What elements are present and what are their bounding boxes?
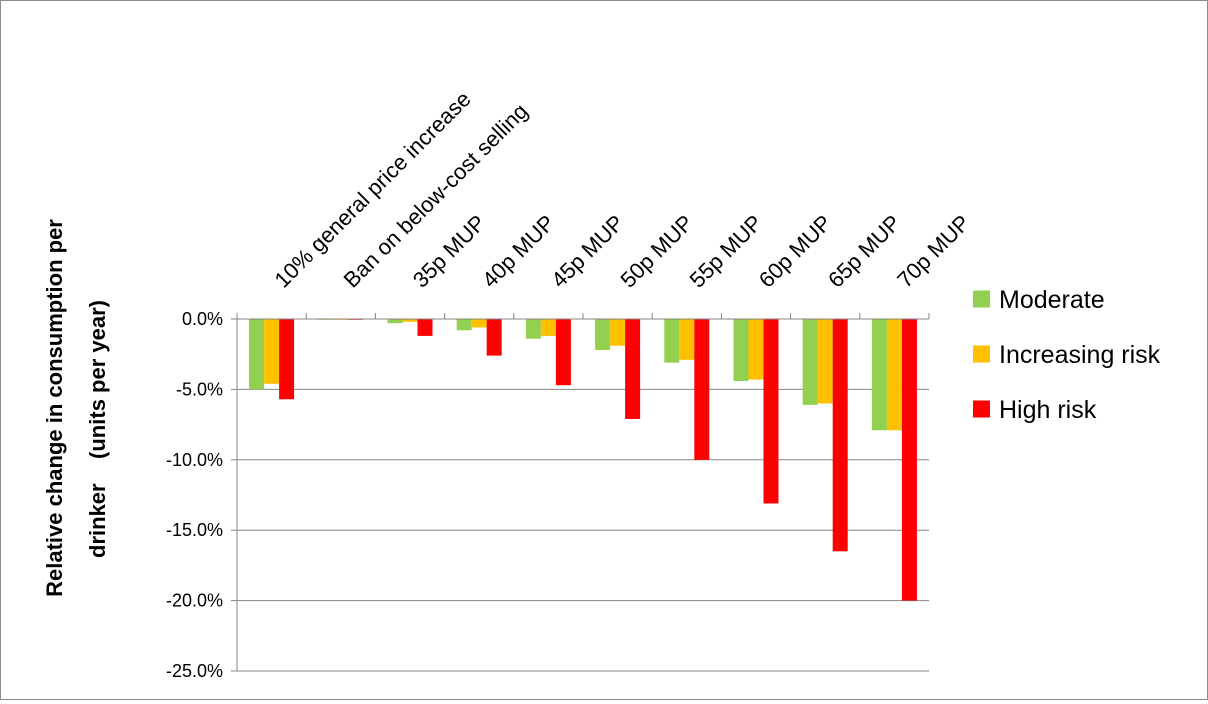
bar-increasing-risk [402, 319, 418, 322]
bar-increasing-risk [610, 319, 626, 346]
gridlines [237, 388, 929, 672]
bar-increasing-risk [264, 319, 280, 384]
bar-moderate [525, 319, 541, 339]
bar-increasing-risk [748, 319, 764, 380]
bar-high-risk [901, 319, 917, 601]
bar-high-risk [417, 319, 433, 336]
bar-increasing-risk [540, 319, 556, 336]
bar-moderate [871, 319, 887, 431]
bar-moderate [456, 319, 472, 331]
legend-label: High risk [999, 396, 1097, 424]
y-tick-label: 0.0% [182, 309, 223, 329]
bar-high-risk [832, 319, 848, 552]
bar-moderate [249, 319, 265, 390]
category-label: 60p MUP [754, 210, 837, 293]
bar-increasing-risk [817, 319, 833, 404]
y-tick-label: -10.0% [166, 450, 223, 470]
y-tick-label: -5.0% [176, 379, 223, 399]
bars [249, 319, 917, 601]
y-axis: 0.0% -5.0% -10.0% -15.0% -20.0% -25.0% [166, 309, 930, 681]
category-label: 40p MUP [477, 210, 560, 293]
legend-label: Increasing risk [999, 341, 1161, 369]
y-tick-label: -25.0% [166, 661, 223, 681]
bar-moderate [387, 319, 403, 324]
legend-label: Moderate [999, 286, 1105, 314]
bar-moderate [802, 319, 818, 405]
bar-high-risk [486, 319, 502, 356]
bar-high-risk [625, 319, 641, 419]
y-tick-label: -15.0% [166, 520, 223, 540]
bar-high-risk [279, 319, 295, 400]
bar-moderate [664, 319, 680, 363]
category-label: 55p MUP [685, 210, 768, 293]
bar-high-risk [555, 319, 571, 386]
bar-moderate [733, 319, 749, 381]
bar-high-risk [763, 319, 779, 504]
category-label: 50p MUP [615, 210, 698, 293]
category-label: 45p MUP [546, 210, 629, 293]
legend-swatch [973, 345, 990, 363]
category-label: 65p MUP [823, 210, 906, 293]
bar-increasing-risk [886, 319, 902, 431]
bar-moderate [595, 319, 611, 350]
bar-high-risk [694, 319, 710, 460]
y-axis-title-line-1: Relative change in consumption per [42, 219, 67, 597]
legend-swatch [973, 290, 990, 308]
bar-increasing-risk [471, 319, 487, 328]
y-tick-label: -20.0% [166, 591, 223, 611]
category-label: 70p MUP [892, 210, 975, 293]
legend-swatch [973, 400, 990, 418]
y-axis-title-line-2: drinker (units per year) [85, 300, 110, 558]
bar-increasing-risk [679, 319, 695, 360]
legend: Moderate Increasing risk High risk [973, 286, 1161, 424]
